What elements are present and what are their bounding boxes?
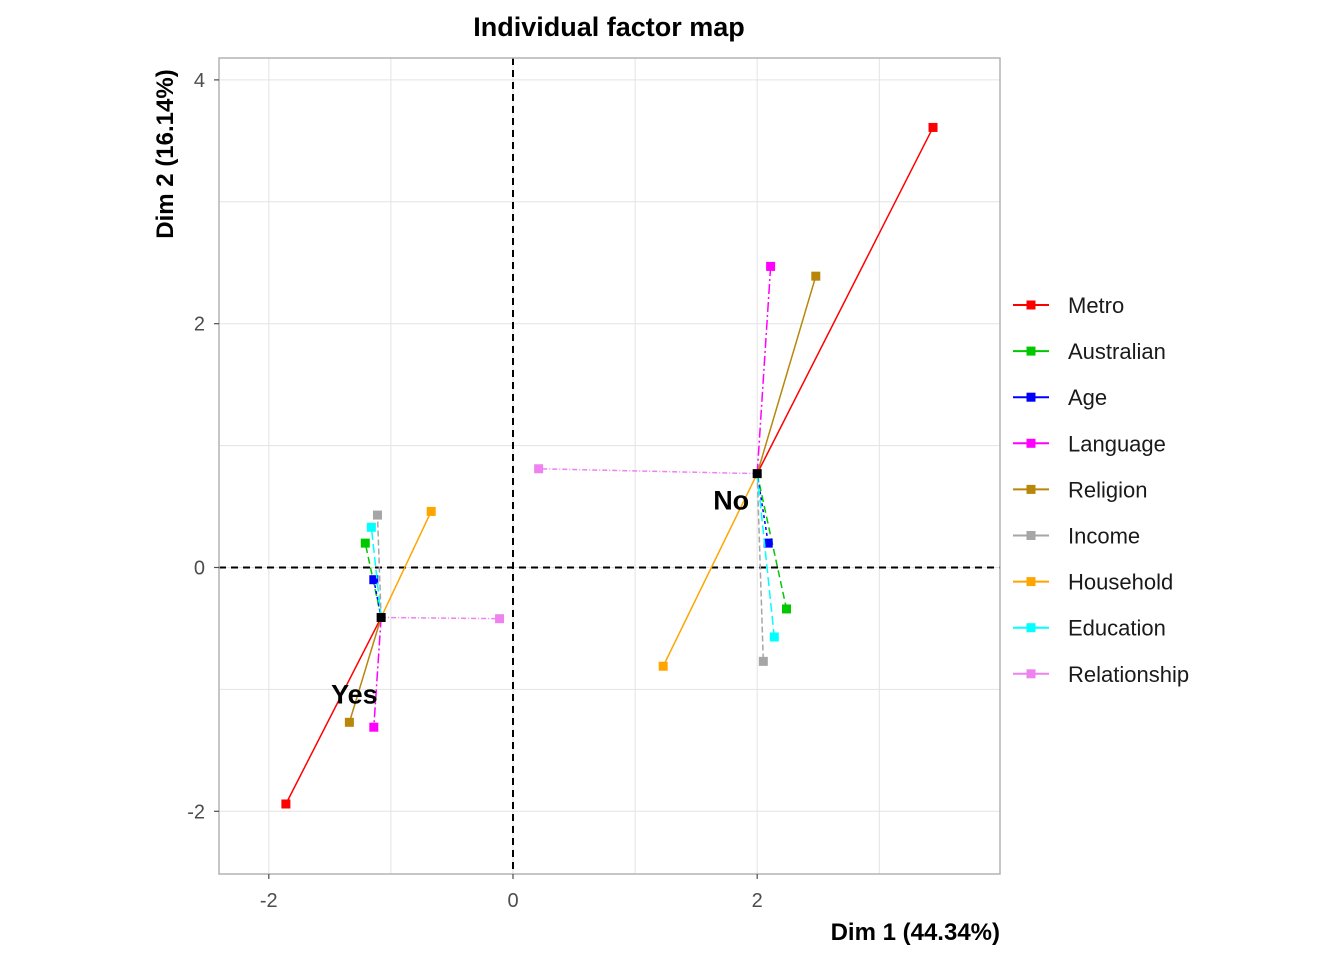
legend-key-marker (1026, 623, 1036, 633)
age-point (369, 575, 379, 585)
language-link-line (756, 266, 772, 474)
legend-label: Education (1068, 616, 1166, 641)
metro-link-line (756, 127, 934, 474)
series-income (372, 473, 768, 666)
center-label-no: No (713, 486, 749, 516)
religion-point (811, 271, 821, 281)
legend: Metro Australian Age Language Religion Income… (1013, 293, 1189, 687)
metro-link-line (285, 617, 382, 805)
y-tick-label: 0 (194, 558, 205, 580)
education-link-line (370, 527, 382, 618)
legend-item-education: Education (1013, 616, 1166, 641)
australian-point (782, 604, 792, 614)
income-link-line (756, 473, 765, 662)
legend-item-language: Language (1013, 431, 1166, 456)
reference-lines (219, 58, 1000, 874)
legend-key-marker (1026, 300, 1036, 310)
legend-label: Relationship (1068, 662, 1189, 687)
income-point (372, 510, 382, 520)
religion-point (344, 717, 354, 727)
metro-point (281, 799, 291, 809)
legend-key-marker (1026, 392, 1036, 402)
legend-key-marker (1026, 484, 1036, 494)
chart-title: Individual factor map (473, 12, 745, 42)
legend-key-marker (1026, 346, 1036, 356)
legend-label: Language (1068, 431, 1166, 456)
series-language (369, 261, 776, 732)
center-layer: Yes No (331, 469, 762, 709)
age-point (763, 538, 773, 548)
legend-label: Metro (1068, 293, 1124, 318)
series-metro (281, 122, 938, 809)
income-point (758, 656, 768, 666)
series-household (380, 473, 758, 671)
income-link-line (376, 515, 382, 618)
legend-item-australian: Australian (1013, 339, 1166, 364)
metro-point (928, 122, 938, 132)
legend-key-marker (1026, 531, 1036, 540)
center-point-no (752, 469, 762, 479)
x-tick-label: -2 (260, 890, 278, 912)
legend-label: Australian (1068, 339, 1166, 364)
tick-layer: -2 0 2 -2 0 2 4 (187, 70, 763, 912)
language-point (369, 722, 379, 732)
legend-label: Age (1068, 385, 1107, 410)
education-point (769, 632, 779, 642)
relationship-point (534, 464, 544, 474)
religion-link-line (756, 275, 817, 474)
legend-label: Household (1068, 570, 1173, 595)
education-point (366, 522, 376, 532)
legend-item-metro: Metro (1013, 293, 1124, 318)
x-tick-label: 2 (752, 890, 763, 912)
household-link-line (662, 473, 758, 667)
education-link-line (756, 473, 776, 638)
legend-item-income: Income (1013, 524, 1140, 549)
household-point (658, 661, 668, 671)
plot-frame (218, 57, 1001, 875)
legend-item-age: Age (1013, 385, 1107, 410)
legend-label: Income (1068, 524, 1140, 549)
y-axis-title: Dim 2 (16.14%) (152, 69, 179, 238)
legend-key-marker (1026, 669, 1036, 679)
series-relationship (381, 464, 758, 624)
relationship-point (495, 614, 505, 624)
legend-key-marker (1026, 577, 1036, 587)
household-point (426, 506, 436, 516)
household-link-line (380, 511, 432, 618)
center-point-yes (376, 612, 386, 622)
series-age (369, 473, 773, 618)
relationship-link-line (538, 468, 758, 475)
legend-label: Religion (1068, 477, 1148, 502)
y-tick-label: -2 (187, 801, 205, 823)
language-point (766, 261, 776, 271)
series-religion (344, 271, 821, 727)
series-layer (281, 122, 938, 809)
legend-item-household: Household (1013, 570, 1173, 595)
legend-key-marker (1026, 438, 1036, 448)
australian-point (360, 538, 370, 548)
religion-link-line (348, 617, 382, 723)
x-axis-title: Dim 1 (44.34%) (831, 919, 1000, 946)
language-link-line (373, 617, 382, 728)
y-tick-label: 4 (194, 70, 205, 92)
y-tick-label: 2 (194, 314, 205, 336)
legend-item-relationship: Relationship (1013, 662, 1189, 687)
grid-lines (219, 58, 1000, 874)
x-tick-label: 0 (507, 890, 518, 912)
series-education (366, 473, 779, 642)
center-label-yes: Yes (331, 679, 378, 709)
relationship-link-line (381, 616, 500, 620)
legend-item-religion: Religion (1013, 477, 1148, 502)
